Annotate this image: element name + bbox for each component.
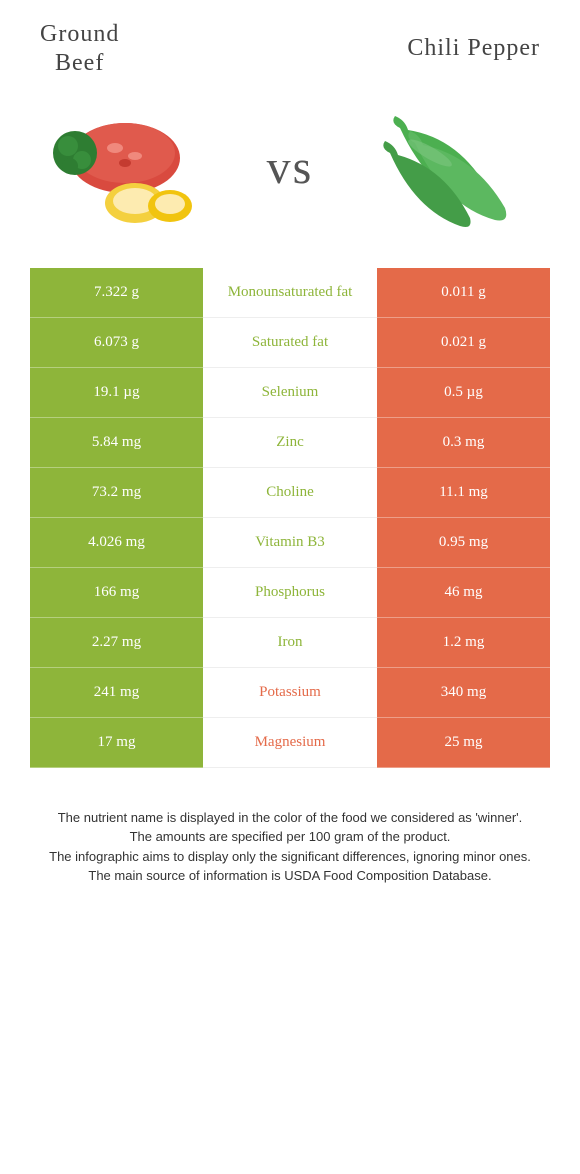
footer-notes: The nutrient name is displayed in the co… <box>30 808 550 886</box>
left-food-title: Ground Beef <box>40 20 119 78</box>
left-value: 4.026 mg <box>30 518 203 568</box>
table-row: 2.27 mgIron1.2 mg <box>30 618 550 668</box>
left-value: 19.1 µg <box>30 368 203 418</box>
left-value: 166 mg <box>30 568 203 618</box>
nutrient-label: Vitamin B3 <box>203 518 377 568</box>
ground-beef-image <box>40 98 220 238</box>
table-row: 241 mgPotassium340 mg <box>30 668 550 718</box>
footer-line4: The main source of information is USDA F… <box>30 866 550 886</box>
nutrient-table: 7.322 gMonounsaturated fat0.011 g6.073 g… <box>30 268 550 768</box>
right-value: 340 mg <box>377 668 550 718</box>
left-value: 5.84 mg <box>30 418 203 468</box>
right-value: 0.021 g <box>377 318 550 368</box>
left-value: 2.27 mg <box>30 618 203 668</box>
left-title-line1: Ground <box>40 20 119 49</box>
left-value: 7.322 g <box>30 268 203 318</box>
vs-label: vs <box>267 140 314 195</box>
table-row: 166 mgPhosphorus46 mg <box>30 568 550 618</box>
header: Ground Beef Chili Pepper <box>0 0 580 88</box>
right-value: 0.3 mg <box>377 418 550 468</box>
right-value: 25 mg <box>377 718 550 768</box>
table-row: 73.2 mgCholine11.1 mg <box>30 468 550 518</box>
right-value: 46 mg <box>377 568 550 618</box>
table-row: 6.073 gSaturated fat0.021 g <box>30 318 550 368</box>
footer-line2: The amounts are specified per 100 gram o… <box>30 827 550 847</box>
right-value: 0.95 mg <box>377 518 550 568</box>
nutrient-label: Choline <box>203 468 377 518</box>
table-row: 5.84 mgZinc0.3 mg <box>30 418 550 468</box>
nutrient-label: Potassium <box>203 668 377 718</box>
table-row: 19.1 µgSelenium0.5 µg <box>30 368 550 418</box>
nutrient-label: Monounsaturated fat <box>203 268 377 318</box>
right-value: 11.1 mg <box>377 468 550 518</box>
right-food-title: Chili Pepper <box>407 35 540 62</box>
nutrient-label: Phosphorus <box>203 568 377 618</box>
left-value: 241 mg <box>30 668 203 718</box>
right-value: 0.011 g <box>377 268 550 318</box>
right-value: 1.2 mg <box>377 618 550 668</box>
nutrient-label: Magnesium <box>203 718 377 768</box>
nutrient-label: Saturated fat <box>203 318 377 368</box>
nutrient-label: Selenium <box>203 368 377 418</box>
table-row: 4.026 mgVitamin B30.95 mg <box>30 518 550 568</box>
right-value: 0.5 µg <box>377 368 550 418</box>
left-value: 17 mg <box>30 718 203 768</box>
table-row: 7.322 gMonounsaturated fat0.011 g <box>30 268 550 318</box>
table-row: 17 mgMagnesium25 mg <box>30 718 550 768</box>
nutrient-label: Zinc <box>203 418 377 468</box>
footer-line1: The nutrient name is displayed in the co… <box>30 808 550 828</box>
footer-line3: The infographic aims to display only the… <box>30 847 550 867</box>
images-row: vs <box>0 88 580 268</box>
left-value: 73.2 mg <box>30 468 203 518</box>
left-title-line2: Beef <box>40 49 119 78</box>
nutrient-label: Iron <box>203 618 377 668</box>
left-value: 6.073 g <box>30 318 203 368</box>
chili-pepper-image <box>360 98 540 238</box>
